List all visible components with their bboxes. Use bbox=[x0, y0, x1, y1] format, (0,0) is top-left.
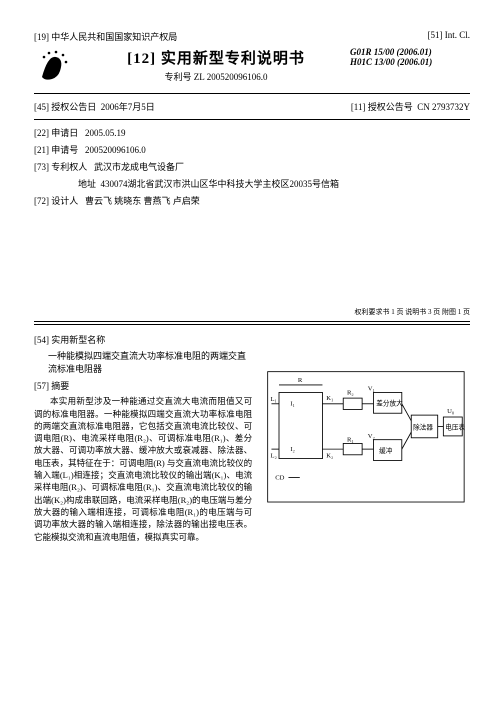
publication-date: [45] 授权公告日 2006年7月5日 bbox=[34, 100, 155, 113]
label-v2: V₂ bbox=[368, 433, 375, 440]
publication-number: [11] 授权公告号 CN 2793732Y bbox=[351, 100, 470, 113]
label-k1: K₁ bbox=[326, 395, 333, 402]
label-i1: I₁ bbox=[291, 401, 296, 408]
label-mid3: 除法器 bbox=[413, 422, 433, 431]
patentee-address: 地址 430074湖北省武汉市洪山区华中科技大学主校区20035号信箱 bbox=[34, 177, 470, 190]
separator-3 bbox=[34, 321, 470, 322]
label-cd: CD bbox=[275, 474, 284, 481]
label-out: 电压表 bbox=[445, 422, 465, 431]
label-r2: R₂ bbox=[347, 389, 354, 396]
classification-2: H01C 13/00 (2006.01) bbox=[350, 57, 470, 67]
separator-2 bbox=[34, 119, 470, 120]
label-v1: V₁ bbox=[368, 386, 375, 393]
patent-no-value: ZL 200520096106.0 bbox=[194, 72, 268, 82]
circuit-diagram: R L₁ L₂ I₁ I₂ K₁ K₂ R₂ R₁ bbox=[262, 366, 470, 508]
label-k2: K₂ bbox=[326, 453, 333, 460]
label-mid2: 缓冲 bbox=[379, 446, 393, 455]
label-r: R bbox=[298, 377, 303, 384]
int-cl-label: [51] Int. Cl. bbox=[428, 30, 471, 43]
label-i2: I₂ bbox=[291, 446, 296, 453]
authority-label: [19] 中华人民共和国国家知识产权局 bbox=[34, 30, 177, 43]
separator-top bbox=[34, 93, 470, 94]
patent-no-label: 专利号 bbox=[165, 72, 192, 82]
patent-number-line: 专利号 ZL 200520096106.0 bbox=[82, 70, 350, 83]
abstract-label: [57] 摘要 bbox=[34, 380, 252, 393]
invention-name: 一种能模拟四端交直流大功率标准电阻的两端交直流标准电阻器 bbox=[48, 350, 252, 377]
sipo-logo bbox=[34, 47, 74, 87]
rights-page-count: 权利要求书 1 页 说明书 3 页 附图 1 页 bbox=[34, 307, 470, 317]
invention-name-label: [54] 实用新型名称 bbox=[34, 334, 252, 347]
patentee: [73] 专利权人 武汉市龙成电气设备厂 bbox=[34, 160, 470, 173]
label-l1: L₁ bbox=[271, 396, 277, 403]
inventors: [72] 设计人 曹云飞 姚晓东 曹燕飞 卢启荣 bbox=[34, 194, 470, 207]
label-u0: U₀ bbox=[447, 408, 454, 415]
abstract-text: 本实用新型涉及一种能通过交直流大电流而阻值又可调的标准电阻器。一种能模拟四端交直… bbox=[34, 395, 252, 543]
classification-1: G01R 15/00 (2006.01) bbox=[350, 47, 470, 57]
label-l2: L₂ bbox=[271, 453, 277, 460]
separator-4 bbox=[34, 324, 470, 325]
application-number: [21] 申请号 200520096106.0 bbox=[34, 143, 470, 156]
document-type-title: [12] 实用新型专利说明书 bbox=[82, 47, 350, 68]
label-mid1: 差分放大 bbox=[376, 399, 403, 408]
label-r1: R₁ bbox=[347, 437, 354, 444]
application-date: [22] 申请日 2005.05.19 bbox=[34, 126, 470, 139]
